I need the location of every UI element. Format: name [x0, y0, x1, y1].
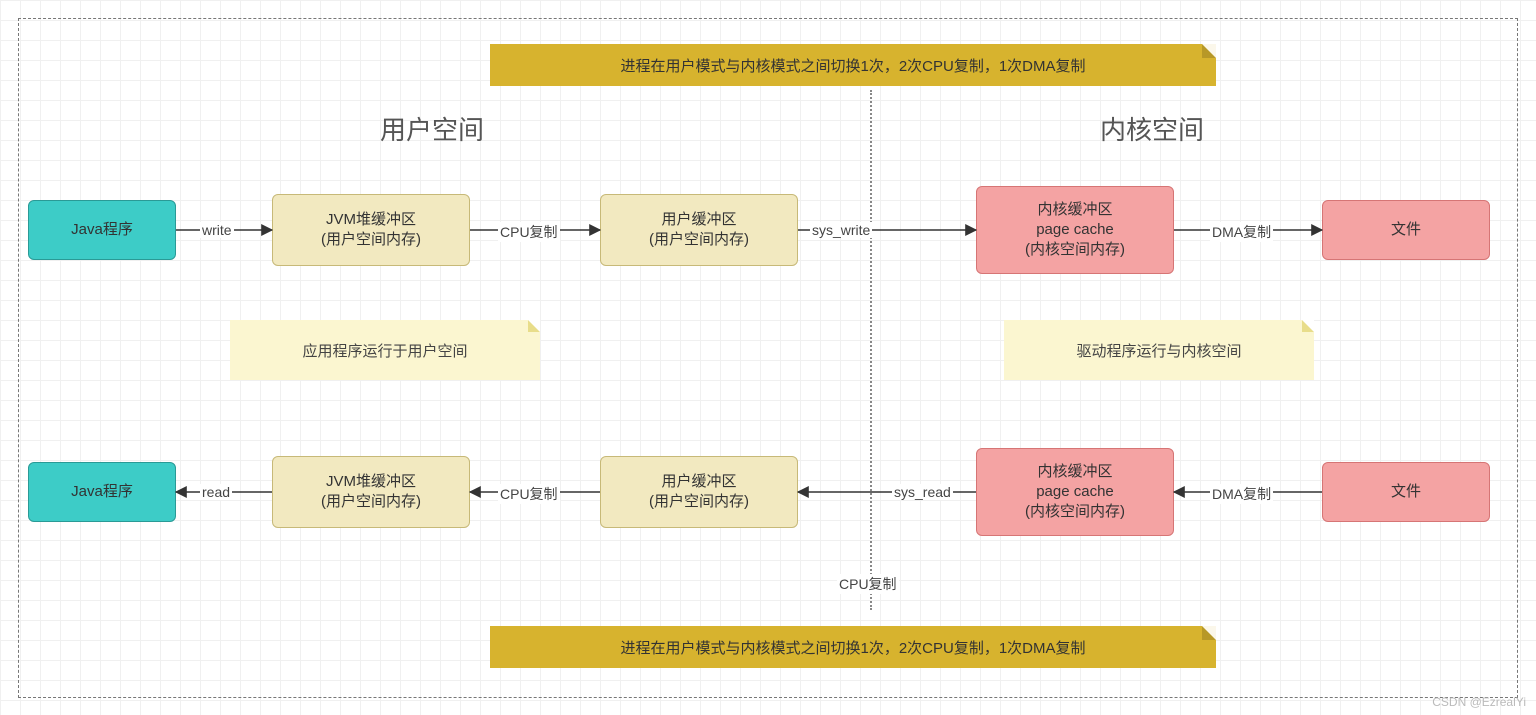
node-read-kernel: 内核缓冲区page cache(内核空间内存): [976, 448, 1174, 536]
node-text-line: (用户空间内存): [321, 230, 421, 250]
node-write-user: 用户缓冲区(用户空间内存): [600, 194, 798, 266]
node-text-line: page cache: [1036, 220, 1114, 240]
node-text-line: 用户缓冲区: [661, 210, 736, 230]
node-text-line: (用户空间内存): [649, 492, 749, 512]
node-text-line: Java程序: [71, 482, 133, 502]
node-text-line: 内核缓冲区: [1037, 200, 1112, 220]
watermark: CSDN @EzrealYi: [1432, 695, 1526, 709]
label-cpu-copy-mid: CPU复制: [837, 574, 899, 594]
node-read-jvm: JVM堆缓冲区(用户空间内存): [272, 456, 470, 528]
node-write-file: 文件: [1322, 200, 1490, 260]
edge-label: write: [200, 222, 234, 238]
edge-label: DMA复制: [1210, 484, 1273, 504]
edge-label: sys_write: [810, 222, 872, 238]
node-text-line: 内核缓冲区: [1037, 462, 1112, 482]
node-text-line: (用户空间内存): [321, 492, 421, 512]
note-user-space: 应用程序运行于用户空间: [230, 320, 540, 380]
node-text-line: Java程序: [71, 220, 133, 240]
edge-label: CPU复制: [498, 484, 560, 504]
node-text-line: (用户空间内存): [649, 230, 749, 250]
space-divider: [870, 90, 872, 610]
node-text-line: page cache: [1036, 482, 1114, 502]
node-read-user: 用户缓冲区(用户空间内存): [600, 456, 798, 528]
node-read-file: 文件: [1322, 462, 1490, 522]
node-text-line: (内核空间内存): [1025, 502, 1125, 522]
node-text-line: 文件: [1391, 482, 1421, 502]
node-text-line: (内核空间内存): [1025, 240, 1125, 260]
node-read-java: Java程序: [28, 462, 176, 522]
node-write-kernel: 内核缓冲区page cache(内核空间内存): [976, 186, 1174, 274]
edge-label: sys_read: [892, 484, 953, 500]
node-text-line: 用户缓冲区: [661, 472, 736, 492]
node-write-jvm: JVM堆缓冲区(用户空间内存): [272, 194, 470, 266]
note-kernel-space: 驱动程序运行与内核空间: [1004, 320, 1314, 380]
heading-user-space: 用户空间: [380, 110, 484, 147]
edge-label: DMA复制: [1210, 222, 1273, 242]
banner-bottom: 进程在用户模式与内核模式之间切换1次，2次CPU复制，1次DMA复制: [490, 626, 1216, 668]
node-text-line: JVM堆缓冲区: [326, 210, 416, 230]
heading-kernel-space: 内核空间: [1100, 110, 1204, 147]
edge-label: read: [200, 484, 232, 500]
edge-label: CPU复制: [498, 222, 560, 242]
node-write-java: Java程序: [28, 200, 176, 260]
node-text-line: JVM堆缓冲区: [326, 472, 416, 492]
banner-top: 进程在用户模式与内核模式之间切换1次，2次CPU复制，1次DMA复制: [490, 44, 1216, 86]
node-text-line: 文件: [1391, 220, 1421, 240]
